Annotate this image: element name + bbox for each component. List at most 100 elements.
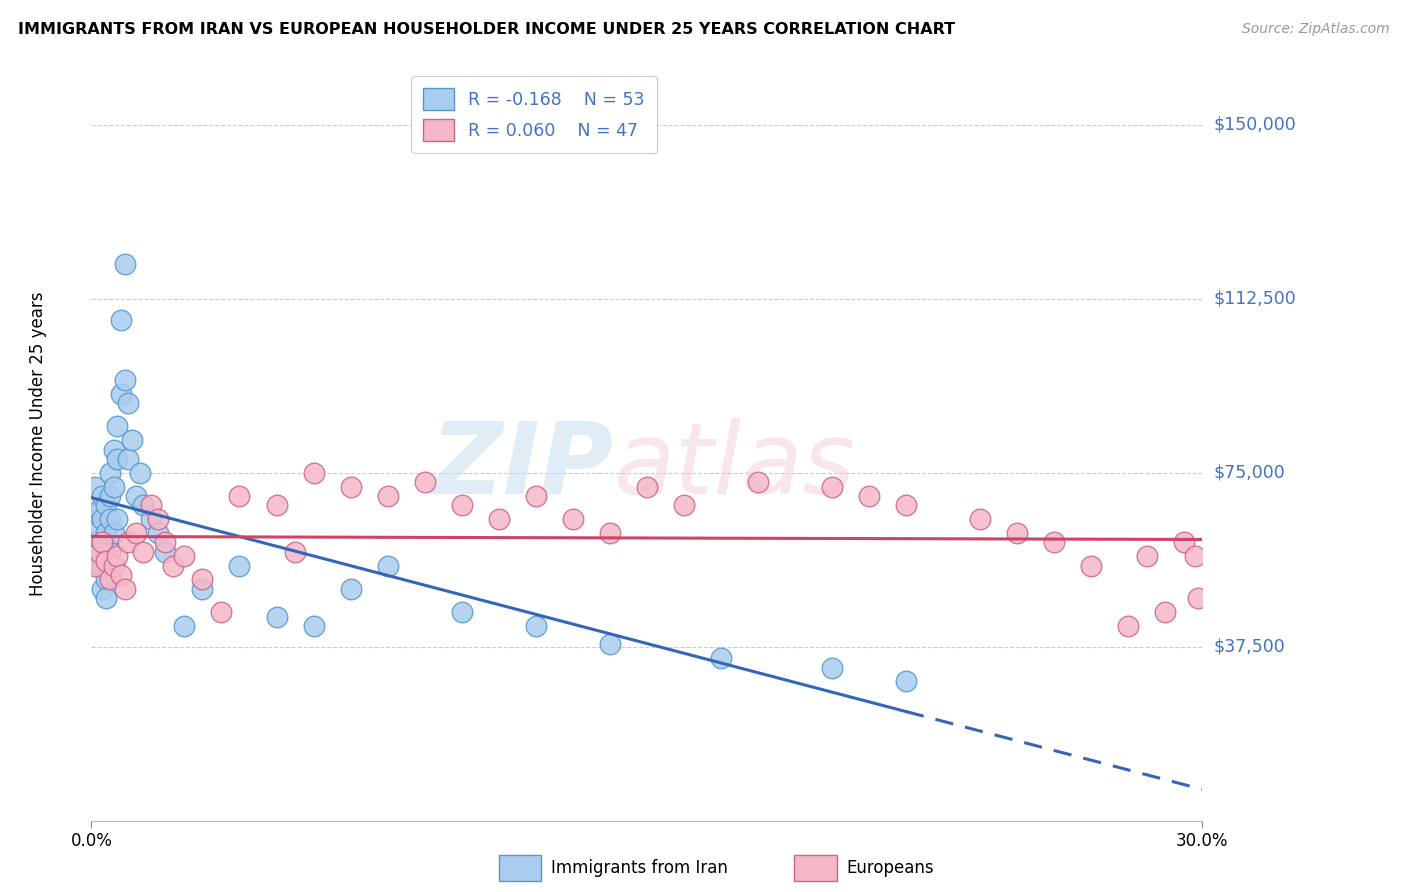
- Point: [91, 582, 114, 596]
- Point: [96, 591, 118, 605]
- Point: [91, 512, 114, 526]
- Point: [98, 512, 121, 526]
- Point: [524, 619, 547, 633]
- Point: [524, 489, 547, 503]
- Text: $150,000: $150,000: [1213, 116, 1296, 134]
- Point: [561, 512, 583, 526]
- Point: [1184, 549, 1206, 564]
- Point: [96, 526, 118, 541]
- Point: [117, 535, 139, 549]
- Point: [228, 489, 250, 503]
- Point: [87, 544, 110, 558]
- Point: [125, 489, 148, 503]
- Point: [105, 512, 128, 526]
- Point: [110, 567, 132, 582]
- Point: [339, 480, 361, 494]
- Point: [87, 544, 110, 558]
- Point: [117, 451, 139, 466]
- Point: [139, 512, 162, 526]
- Point: [98, 544, 121, 558]
- Point: [87, 503, 110, 517]
- Point: [91, 535, 114, 549]
- Point: [339, 582, 361, 596]
- Point: [672, 498, 695, 512]
- Point: [139, 498, 162, 512]
- Point: [1043, 535, 1066, 549]
- Point: [103, 480, 125, 494]
- Point: [821, 660, 844, 674]
- Point: [488, 512, 510, 526]
- Point: [146, 512, 169, 526]
- Point: [266, 498, 288, 512]
- Point: [599, 526, 621, 541]
- Text: atlas: atlas: [613, 417, 855, 515]
- Point: [105, 451, 128, 466]
- Point: [413, 475, 436, 489]
- Point: [84, 480, 107, 494]
- Point: [710, 651, 733, 665]
- Point: [91, 558, 114, 573]
- Point: [284, 544, 307, 558]
- Point: [96, 573, 118, 587]
- Point: [1154, 605, 1177, 619]
- Point: [132, 544, 155, 558]
- Point: [98, 489, 121, 503]
- Point: [599, 637, 621, 651]
- Text: Householder Income Under 25 years: Householder Income Under 25 years: [30, 292, 46, 596]
- Point: [91, 535, 114, 549]
- Point: [110, 312, 132, 326]
- Point: [103, 442, 125, 457]
- Point: [450, 498, 472, 512]
- Point: [146, 526, 169, 541]
- Point: [173, 619, 195, 633]
- Point: [98, 573, 121, 587]
- Point: [103, 526, 125, 541]
- Text: IMMIGRANTS FROM IRAN VS EUROPEAN HOUSEHOLDER INCOME UNDER 25 YEARS CORRELATION C: IMMIGRANTS FROM IRAN VS EUROPEAN HOUSEHO…: [18, 22, 956, 37]
- Point: [302, 466, 325, 480]
- Text: Europeans: Europeans: [846, 859, 934, 877]
- Legend: R = -0.168    N = 53, R = 0.060    N = 47: R = -0.168 N = 53, R = 0.060 N = 47: [411, 76, 657, 153]
- Point: [87, 521, 110, 535]
- Point: [84, 508, 107, 522]
- Point: [894, 674, 917, 689]
- Point: [1116, 619, 1139, 633]
- Point: [450, 605, 472, 619]
- Point: [125, 526, 148, 541]
- Point: [96, 549, 118, 564]
- Text: ZIP: ZIP: [430, 417, 613, 515]
- Point: [821, 480, 844, 494]
- Point: [636, 480, 658, 494]
- Point: [1135, 549, 1157, 564]
- Text: $75,000: $75,000: [1213, 464, 1285, 482]
- Point: [1173, 535, 1195, 549]
- Point: [114, 257, 136, 271]
- Point: [114, 373, 136, 387]
- Point: [191, 573, 214, 587]
- Point: [96, 498, 118, 512]
- Text: Source: ZipAtlas.com: Source: ZipAtlas.com: [1241, 22, 1389, 37]
- Point: [377, 489, 399, 503]
- Point: [155, 535, 177, 549]
- Point: [1080, 558, 1102, 573]
- Point: [96, 554, 118, 568]
- Point: [84, 535, 107, 549]
- Point: [121, 434, 143, 448]
- Point: [858, 489, 880, 503]
- Point: [105, 419, 128, 434]
- Point: [209, 605, 232, 619]
- Point: [155, 544, 177, 558]
- Text: $112,500: $112,500: [1213, 290, 1296, 308]
- Point: [747, 475, 769, 489]
- Point: [191, 582, 214, 596]
- Point: [98, 466, 121, 480]
- Point: [132, 498, 155, 512]
- Point: [894, 498, 917, 512]
- Point: [377, 558, 399, 573]
- Text: Immigrants from Iran: Immigrants from Iran: [551, 859, 728, 877]
- Point: [173, 549, 195, 564]
- Point: [266, 609, 288, 624]
- Point: [302, 619, 325, 633]
- Point: [110, 387, 132, 401]
- Point: [105, 549, 128, 564]
- Text: $37,500: $37,500: [1213, 638, 1285, 656]
